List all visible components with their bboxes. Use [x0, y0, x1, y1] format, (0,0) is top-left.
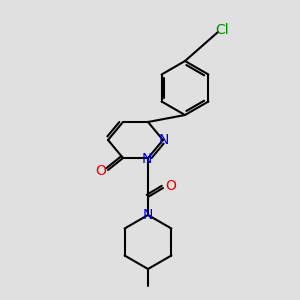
- Text: N: N: [159, 133, 169, 147]
- Text: Cl: Cl: [215, 23, 229, 37]
- Text: N: N: [143, 208, 153, 222]
- Text: O: O: [166, 179, 176, 193]
- Text: O: O: [96, 164, 106, 178]
- Text: N: N: [142, 152, 152, 166]
